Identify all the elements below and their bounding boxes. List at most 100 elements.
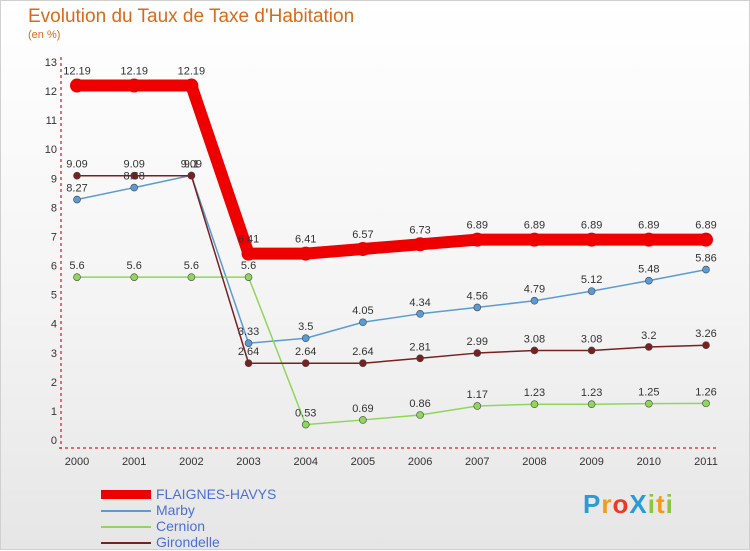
- data-point-marby: [587, 287, 596, 295]
- data-point-cernion: [73, 273, 81, 281]
- legend-label: Cernion: [156, 518, 206, 534]
- data-label-flaignes-havys: 12.19: [63, 66, 91, 78]
- data-point-flaignes-havys: [184, 78, 199, 93]
- data-point-girondelle: [73, 171, 81, 180]
- data-label-flaignes-havys: 6.41: [238, 234, 259, 246]
- data-point-girondelle: [130, 171, 138, 180]
- data-point-flaignes-havys: [470, 232, 485, 247]
- data-label-marby: 8.27: [66, 183, 87, 195]
- logo-letter: X: [629, 489, 648, 519]
- data-label-girondelle: 2.64: [352, 346, 373, 358]
- data-point-flaignes-havys: [527, 232, 542, 247]
- data-point-marby: [359, 318, 367, 327]
- logo-letter: P: [583, 489, 602, 519]
- y-tick-label: 5: [51, 290, 57, 302]
- data-point-marby: [301, 334, 310, 343]
- x-tick-label: 2008: [522, 456, 546, 468]
- x-tick-label: 2010: [637, 456, 661, 468]
- data-point-cernion: [187, 273, 196, 281]
- data-label-girondelle: 3.26: [695, 328, 716, 340]
- data-point-marby: [645, 276, 653, 285]
- data-label-girondelle: 3.08: [524, 333, 545, 345]
- data-point-marby: [130, 183, 138, 192]
- data-label-marby: 5.86: [695, 253, 716, 265]
- data-point-flaignes-havys: [413, 237, 428, 252]
- legend-swatch: [101, 526, 151, 528]
- data-point-cernion: [244, 273, 253, 281]
- legend-swatch: [101, 490, 151, 499]
- data-label-flaignes-havys: 6.89: [638, 220, 659, 232]
- data-label-flaignes-havys: 6.89: [467, 220, 488, 232]
- logo-letter: o: [612, 489, 630, 519]
- data-label-cernion: 0.53: [295, 408, 316, 420]
- data-label-marby: 4.05: [352, 305, 373, 317]
- data-point-girondelle: [359, 359, 367, 368]
- data-point-marby: [702, 265, 710, 274]
- data-point-marby: [244, 339, 253, 347]
- data-point-girondelle: [587, 346, 596, 355]
- data-label-cernion: 1.23: [524, 387, 545, 399]
- data-label-girondelle: 9.09: [123, 159, 144, 171]
- data-label-girondelle: 9.09: [181, 159, 202, 171]
- legend-label: FLAIGNES-HAVYS: [156, 486, 277, 502]
- data-label-girondelle: 2.81: [409, 341, 430, 353]
- data-point-cernion: [645, 399, 653, 408]
- series-marby: [73, 171, 710, 347]
- data-label-marby: 3.5: [298, 321, 313, 333]
- data-label-flaignes-havys: 6.41: [295, 234, 316, 246]
- data-label-marby: 8.68: [123, 171, 144, 183]
- logo-letter: i: [647, 489, 656, 519]
- y-tick-label: 9: [51, 173, 57, 185]
- x-tick-label: 2009: [579, 456, 603, 468]
- data-point-girondelle: [244, 359, 253, 368]
- y-tick-label: 2: [51, 377, 57, 389]
- data-label-marby: 5.12: [581, 274, 602, 286]
- x-tick-label: 2006: [408, 456, 432, 468]
- series-line-cernion: [76, 276, 707, 426]
- series-line-flaignes-havys: [71, 79, 712, 260]
- logo-letter: t: [655, 489, 666, 519]
- data-point-girondelle: [702, 341, 710, 350]
- legend-swatch: [101, 510, 151, 512]
- data-point-marby: [73, 195, 81, 204]
- y-tick-label: 8: [51, 202, 57, 214]
- data-point-cernion: [416, 411, 424, 419]
- data-label-cernion: 5.6: [69, 260, 84, 272]
- data-label-cernion: 1.23: [581, 387, 602, 399]
- y-tick-label: 10: [45, 144, 57, 156]
- y-tick-label: 0: [51, 435, 57, 447]
- data-point-cernion: [587, 400, 596, 409]
- data-label-cernion: 5.6: [184, 260, 199, 272]
- data-point-flaignes-havys: [699, 232, 713, 247]
- data-label-flaignes-havys: 6.57: [352, 229, 373, 241]
- data-point-girondelle: [416, 354, 424, 363]
- x-tick-label: 2004: [293, 456, 317, 468]
- data-point-marby: [530, 296, 539, 305]
- legend-label: Marby: [156, 502, 195, 518]
- logo-letter: i: [665, 489, 674, 519]
- data-label-marby: 5.48: [638, 264, 659, 276]
- data-label-flaignes-havys: 6.89: [581, 220, 602, 232]
- data-label-flaignes-havys: 12.19: [120, 66, 148, 78]
- data-point-flaignes-havys: [127, 78, 142, 93]
- data-point-girondelle: [187, 171, 196, 180]
- data-point-cernion: [301, 420, 310, 429]
- y-tick-label: 1: [51, 406, 57, 418]
- x-tick-label: 2005: [351, 456, 375, 468]
- y-tick-label: 3: [51, 348, 57, 360]
- data-label-marby: 4.56: [467, 290, 488, 302]
- data-point-cernion: [130, 273, 138, 281]
- data-point-marby: [416, 310, 424, 318]
- data-point-flaignes-havys: [355, 241, 370, 256]
- data-point-cernion: [473, 402, 482, 410]
- data-label-cernion: 5.6: [241, 260, 256, 272]
- data-point-marby: [473, 303, 482, 312]
- y-tick-label: 6: [51, 261, 57, 273]
- data-label-cernion: 1.26: [695, 386, 716, 398]
- data-point-girondelle: [473, 349, 482, 357]
- data-label-girondelle: 2.64: [238, 346, 259, 358]
- series-cernion: [73, 273, 710, 429]
- x-tick-label: 2001: [122, 456, 146, 468]
